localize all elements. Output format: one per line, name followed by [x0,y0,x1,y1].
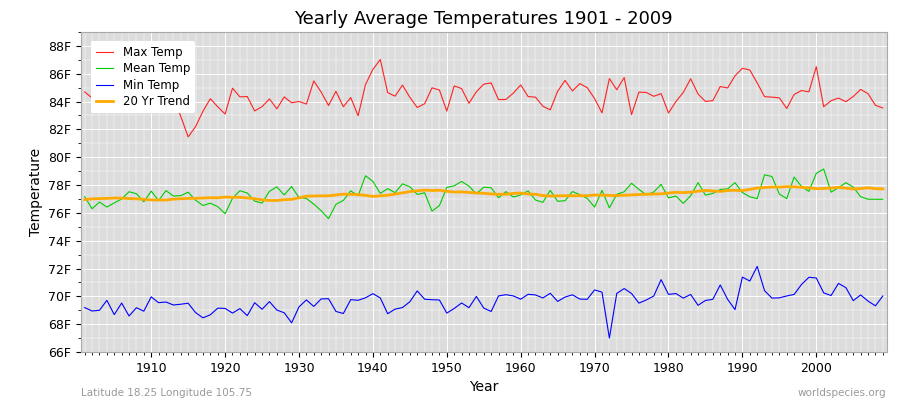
20 Yr Trend [516,191,526,196]
20 Yr Trend [309,194,320,198]
X-axis label: Year: Year [469,380,499,394]
20 Yr Trend [139,197,149,202]
Title: Yearly Average Temperatures 1901 - 2009: Yearly Average Temperatures 1901 - 2009 [294,10,673,28]
Min Temp [301,298,311,302]
Max Temp [523,94,534,99]
Max Temp [878,106,888,110]
Min Temp [752,264,762,269]
Max Temp [619,75,630,80]
Line: Min Temp: Min Temp [85,266,883,338]
Max Temp [183,134,194,139]
Line: 20 Yr Trend: 20 Yr Trend [85,187,883,200]
Max Temp [375,57,386,62]
Min Temp [604,336,615,340]
Min Temp [508,294,518,298]
Mean Temp [516,192,526,197]
Mean Temp [353,194,364,198]
Y-axis label: Temperature: Temperature [29,148,42,236]
20 Yr Trend [353,192,364,197]
20 Yr Trend [611,193,622,198]
20 Yr Trend [523,192,534,196]
Max Temp [353,114,364,118]
Min Temp [346,297,356,302]
Mean Temp [818,167,829,172]
Mean Temp [878,197,888,202]
Mean Temp [523,188,534,193]
Legend: Max Temp, Mean Temp, Min Temp, 20 Yr Trend: Max Temp, Mean Temp, Min Temp, 20 Yr Tre… [91,41,195,113]
20 Yr Trend [272,198,283,203]
20 Yr Trend [781,184,792,189]
Min Temp [139,309,149,314]
Line: Mean Temp: Mean Temp [85,169,883,219]
Mean Temp [301,196,311,201]
Mean Temp [323,216,334,221]
Text: Latitude 18.25 Longitude 105.75: Latitude 18.25 Longitude 105.75 [81,388,252,398]
Min Temp [79,305,90,310]
Min Temp [878,294,888,298]
Mean Temp [611,192,622,197]
Text: worldspecies.org: worldspecies.org [798,388,886,398]
Line: Max Temp: Max Temp [85,60,883,137]
20 Yr Trend [878,186,888,191]
Min Temp [611,291,622,296]
Max Temp [79,90,90,94]
Min Temp [516,297,526,302]
Mean Temp [139,200,149,204]
Max Temp [309,78,320,83]
Max Temp [139,97,149,102]
20 Yr Trend [79,197,90,202]
Max Temp [530,95,541,100]
Mean Temp [79,194,90,199]
